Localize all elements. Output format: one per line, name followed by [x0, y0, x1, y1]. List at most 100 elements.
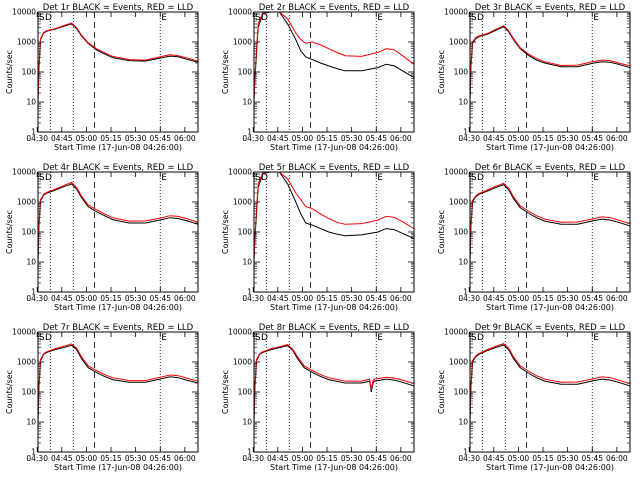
marker-glyph-s: S: [471, 173, 477, 183]
marker-glyph-d: D: [261, 173, 268, 183]
marker-glyph-d: D: [477, 333, 484, 343]
x-tick-label: 05:45: [149, 294, 171, 303]
x-tick-label: 04:45: [267, 294, 289, 303]
y-axis-label: Counts/sec: [5, 50, 14, 94]
panel-title: Det 5r BLACK = Events, RED = LLD: [259, 163, 410, 173]
x-axis-label: Start Time (17-Jun-08 04:26:00): [270, 303, 398, 312]
series-events-line: [254, 172, 414, 263]
marker-glyph-s: S: [471, 13, 477, 23]
y-tick-label: 1: [247, 288, 252, 297]
series-lld-line: [38, 181, 198, 263]
y-axis-label: Counts/sec: [5, 370, 14, 414]
x-axis-label: Start Time (17-Jun-08 04:26:00): [270, 463, 398, 472]
series-events-line: [470, 184, 630, 263]
marker-glyph-s: S: [39, 13, 45, 23]
plot-frame: [469, 171, 631, 293]
x-tick-label: 05:15: [100, 454, 122, 463]
marker-glyph-d: D: [477, 173, 484, 183]
x-tick-label: 05:15: [100, 134, 122, 143]
x-tick-label: 06:00: [606, 454, 628, 463]
x-tick-label: 05:45: [149, 454, 171, 463]
y-tick-label: 10000: [12, 168, 36, 177]
marker-glyph-d: D: [45, 333, 52, 343]
x-tick-label: 04:30: [458, 294, 480, 303]
x-tick-label: 05:15: [532, 294, 554, 303]
x-axis-label: Start Time (17-Jun-08 04:26:00): [54, 143, 182, 152]
y-tick-label: 1000: [233, 38, 252, 47]
y-tick-label: 10000: [228, 168, 252, 177]
y-tick-label: 1: [247, 448, 252, 457]
x-tick-label: 04:30: [26, 134, 48, 143]
y-tick-label: 1000: [449, 358, 468, 367]
marker-glyph-e: E: [161, 13, 167, 23]
plot-frame: [37, 171, 199, 293]
marker-glyph-d: D: [477, 13, 484, 23]
x-tick-label: 05:00: [76, 294, 98, 303]
x-tick-label: 05:30: [125, 134, 147, 143]
y-tick-label: 1000: [17, 198, 36, 207]
x-tick-label: 06:00: [606, 294, 628, 303]
x-tick-label: 06:00: [174, 454, 196, 463]
series-lld-line: [254, 172, 414, 263]
y-tick-label: 100: [454, 68, 469, 77]
x-tick-label: 05:15: [316, 294, 338, 303]
marker-glyph-d: D: [45, 13, 52, 23]
y-tick-label: 10000: [228, 8, 252, 17]
series-events-line: [38, 23, 198, 103]
y-tick-label: 10000: [444, 168, 468, 177]
y-tick-label: 10000: [444, 328, 468, 337]
x-tick-label: 05:30: [557, 134, 579, 143]
x-tick-label: 05:45: [365, 134, 387, 143]
y-tick-label: 1000: [17, 358, 36, 367]
series-events-line: [470, 344, 630, 423]
x-tick-label: 04:45: [483, 454, 505, 463]
y-tick-label: 1: [247, 128, 252, 137]
y-axis-label: Counts/sec: [437, 210, 446, 254]
series-events-line: [254, 12, 414, 103]
marker-glyph-e: E: [377, 173, 383, 183]
y-tick-label: 1000: [17, 38, 36, 47]
y-tick-label: 100: [22, 228, 37, 237]
plot-frame: [253, 331, 415, 453]
series-lld-line: [470, 343, 630, 423]
y-tick-label: 1000: [449, 38, 468, 47]
x-tick-label: 05:00: [292, 294, 314, 303]
marker-glyph-e: E: [593, 333, 599, 343]
y-tick-label: 1000: [449, 198, 468, 207]
x-axis-label: Start Time (17-Jun-08 04:26:00): [486, 303, 614, 312]
marker-glyph-s: S: [39, 333, 45, 343]
marker-glyph-s: S: [255, 333, 261, 343]
y-axis-label: Counts/sec: [221, 370, 230, 414]
y-axis-label: Counts/sec: [221, 50, 230, 94]
plot-frame: [37, 331, 199, 453]
series-lld-line: [254, 344, 414, 423]
y-tick-label: 10: [26, 418, 36, 427]
x-tick-label: 05:30: [125, 454, 147, 463]
marker-glyph-s: S: [255, 173, 261, 183]
x-tick-label: 04:45: [51, 134, 73, 143]
marker-glyph-d: D: [261, 333, 268, 343]
panel-title: Det 9r BLACK = Events, RED = LLD: [475, 323, 626, 333]
x-tick-label: 05:15: [316, 134, 338, 143]
x-tick-label: 05:00: [76, 134, 98, 143]
x-tick-label: 04:45: [483, 134, 505, 143]
y-tick-label: 100: [454, 388, 469, 397]
y-axis-label: Counts/sec: [221, 210, 230, 254]
y-tick-label: 10: [458, 418, 468, 427]
y-axis-label: Counts/sec: [437, 50, 446, 94]
x-tick-label: 04:30: [242, 134, 264, 143]
y-tick-label: 1: [463, 288, 468, 297]
series-lld-line: [470, 25, 630, 103]
y-tick-label: 100: [22, 68, 37, 77]
x-tick-label: 05:45: [149, 134, 171, 143]
y-tick-label: 100: [454, 228, 469, 237]
x-tick-label: 04:45: [267, 454, 289, 463]
plot-frame: [469, 331, 631, 453]
